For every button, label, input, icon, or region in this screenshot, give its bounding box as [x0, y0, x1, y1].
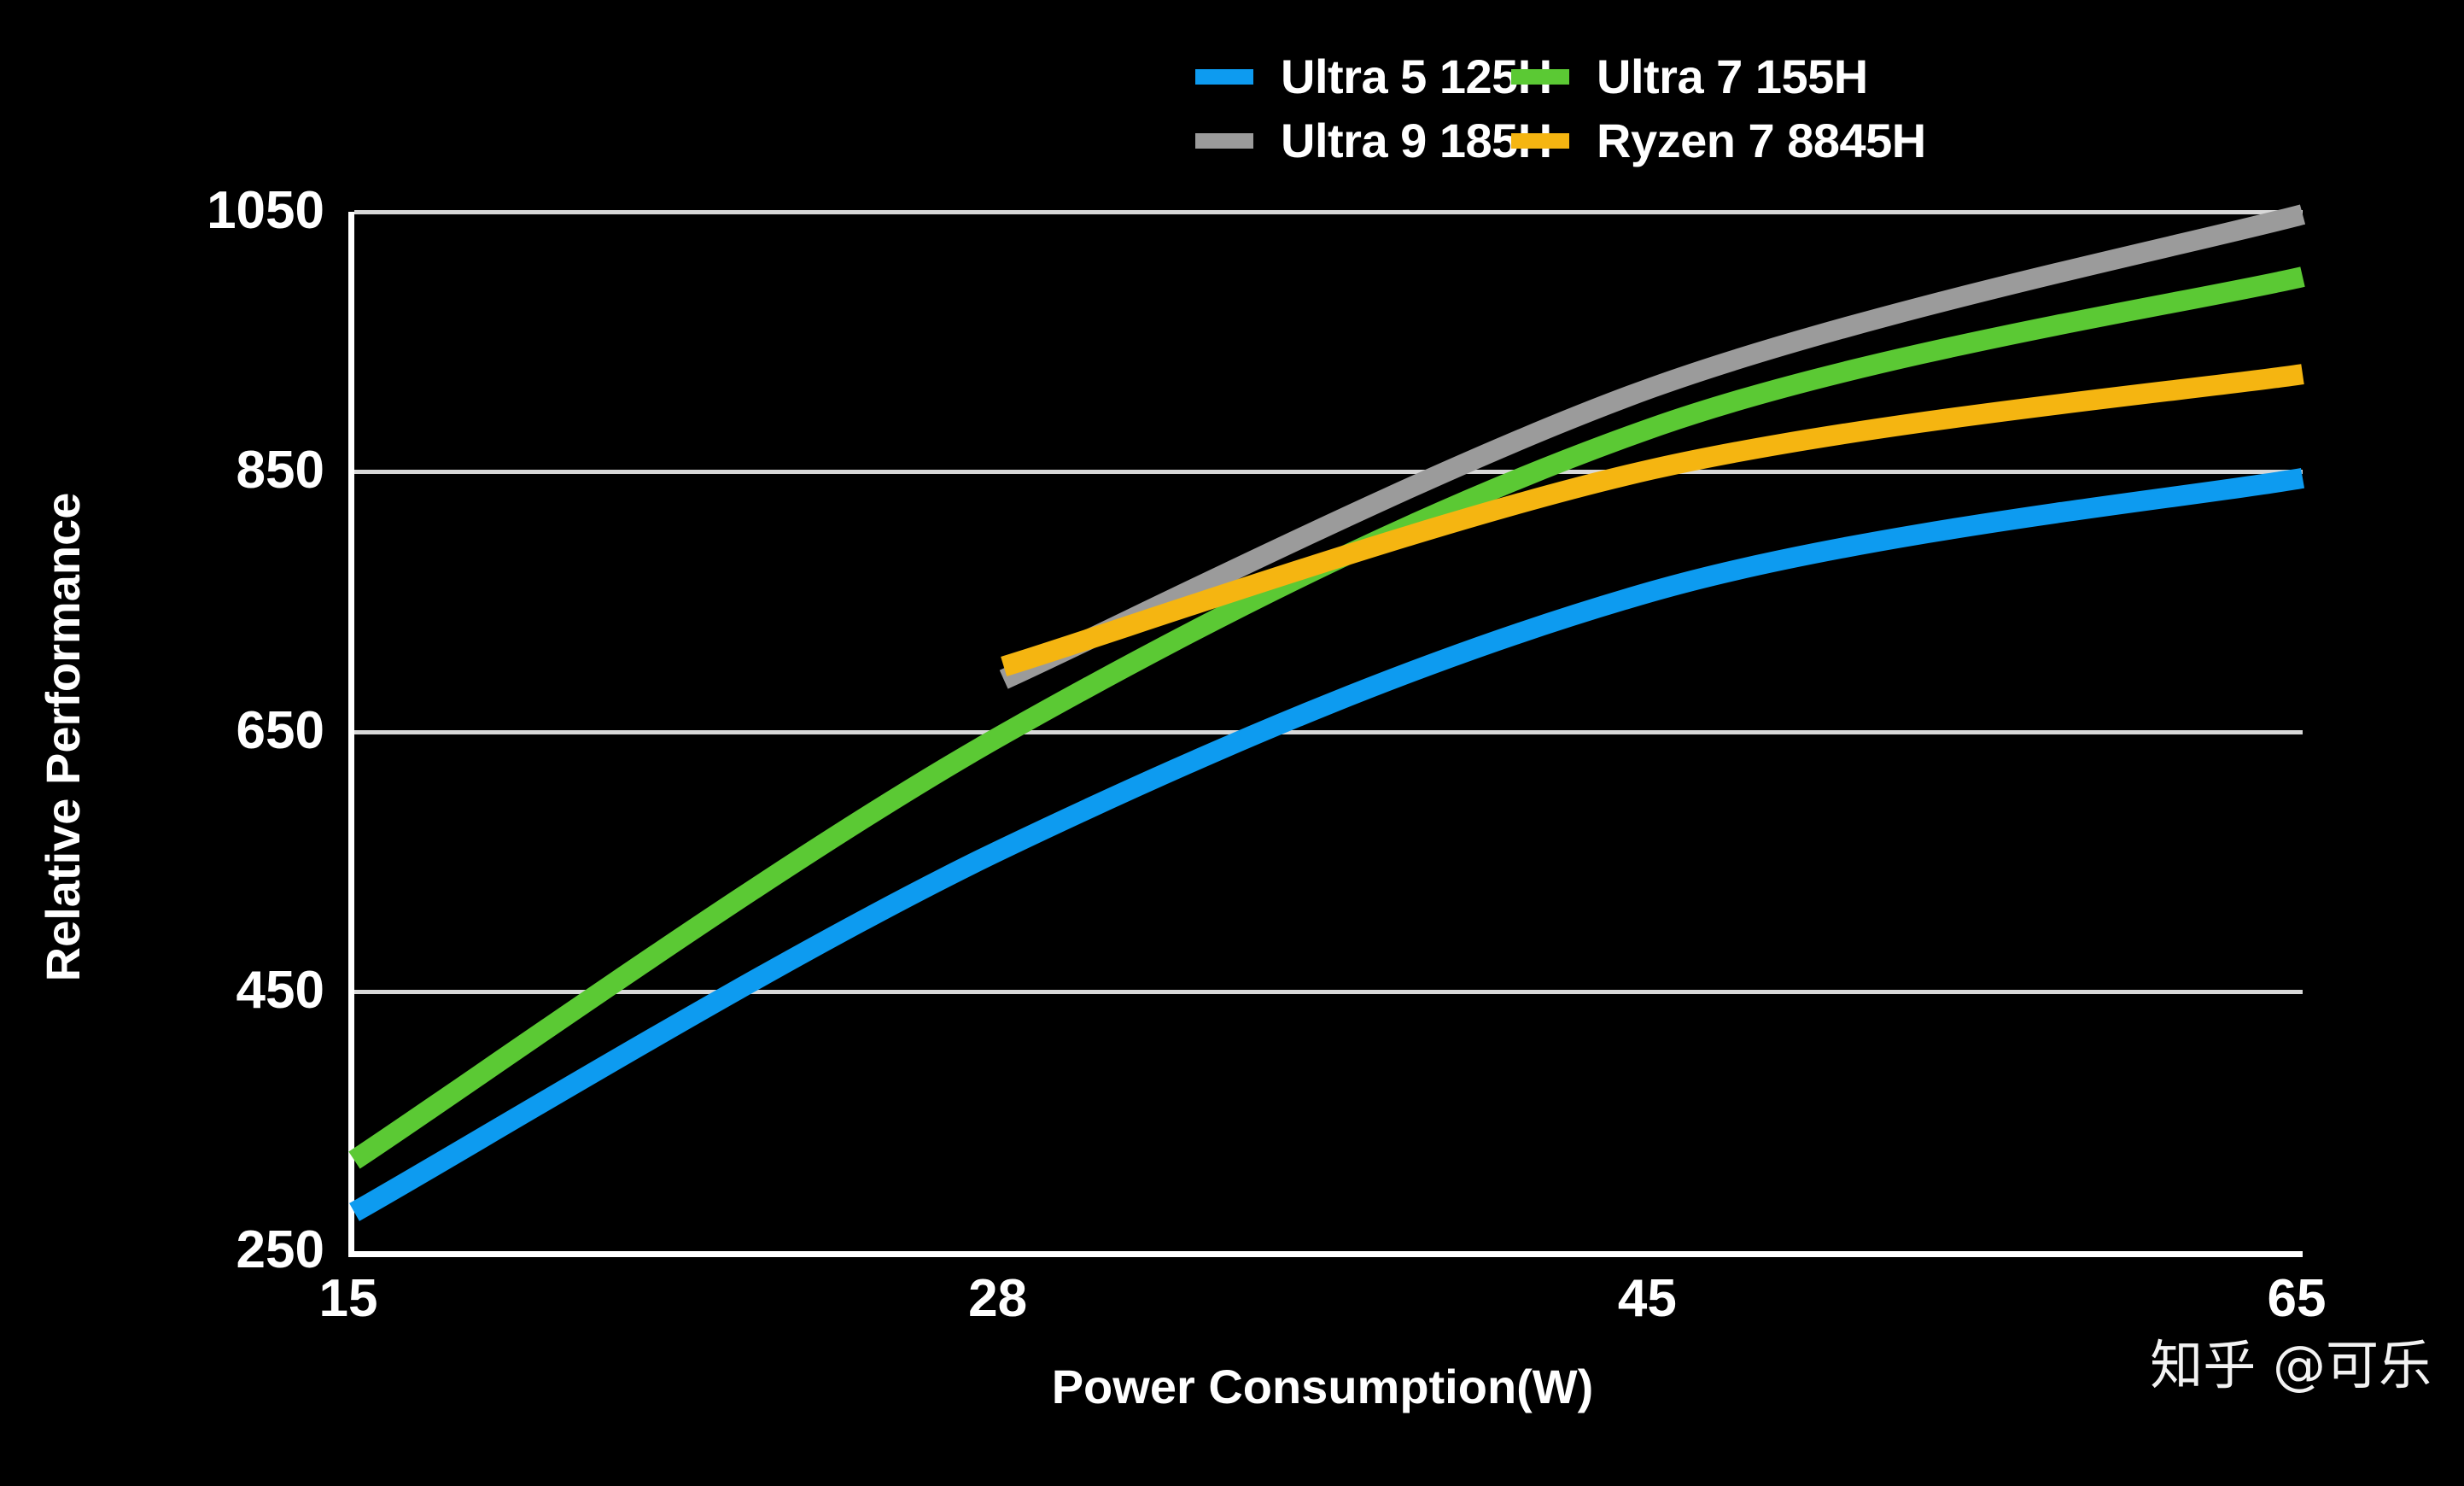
- legend-swatch-orange-icon: [1511, 133, 1569, 149]
- series-lines: [348, 204, 2306, 1221]
- y-axis-tick-label: 250: [236, 1220, 324, 1279]
- y-axis-tick-label: 650: [236, 700, 324, 760]
- legend-row: Ultra 9 185H Ryzen 7 8845H: [1195, 107, 2322, 175]
- y-axis-title: Relative Performance: [36, 492, 90, 982]
- gridline: [354, 470, 2303, 475]
- watermark: 知乎 @可乐: [2150, 1334, 2432, 1396]
- series-line: [349, 468, 2305, 1221]
- legend-label: Ultra 5 125H: [1281, 50, 1552, 103]
- y-axis-tick-label: 1050: [207, 181, 324, 240]
- y-axis-tick-label: 450: [236, 960, 324, 1020]
- x-axis-tick-label: 15: [318, 1269, 378, 1328]
- legend-item-ultra-7-155h[interactable]: Ultra 7 155H: [1511, 43, 1868, 111]
- legend-item-ultra-9-185h[interactable]: Ultra 9 185H: [1195, 107, 1552, 175]
- legend-item-ultra-5-125h[interactable]: Ultra 5 125H: [1195, 43, 1552, 111]
- chart-legend: Ultra 5 125H Ultra 7 155H Ultra 9 185H R…: [1195, 43, 2322, 188]
- gridline: [354, 989, 2303, 994]
- legend-swatch-blue-icon: [1195, 69, 1253, 85]
- x-axis-tick-label: 45: [1617, 1269, 1677, 1328]
- legend-label: Ultra 7 155H: [1597, 50, 1868, 103]
- legend-swatch-green-icon: [1511, 69, 1569, 85]
- gridline: [354, 729, 2303, 734]
- legend-label: Ryzen 7 8845H: [1597, 114, 1926, 167]
- gridline: [354, 210, 2303, 214]
- series-line: [1001, 364, 2304, 676]
- series-line: [999, 204, 2306, 689]
- y-axis-tick-label: 850: [236, 441, 324, 500]
- x-axis-title: Power Consumption(W): [1051, 1360, 1594, 1413]
- plot-area: [348, 204, 2306, 1257]
- legend-row: Ultra 5 125H Ultra 7 155H: [1195, 43, 2322, 111]
- legend-swatch-gray-icon: [1195, 133, 1253, 149]
- legend-item-ryzen-7-8845h[interactable]: Ryzen 7 8845H: [1511, 107, 1926, 175]
- x-axis-tick-label: 65: [2267, 1269, 2327, 1328]
- x-axis-tick-label: 28: [968, 1269, 1028, 1328]
- legend-label: Ultra 9 185H: [1281, 114, 1552, 167]
